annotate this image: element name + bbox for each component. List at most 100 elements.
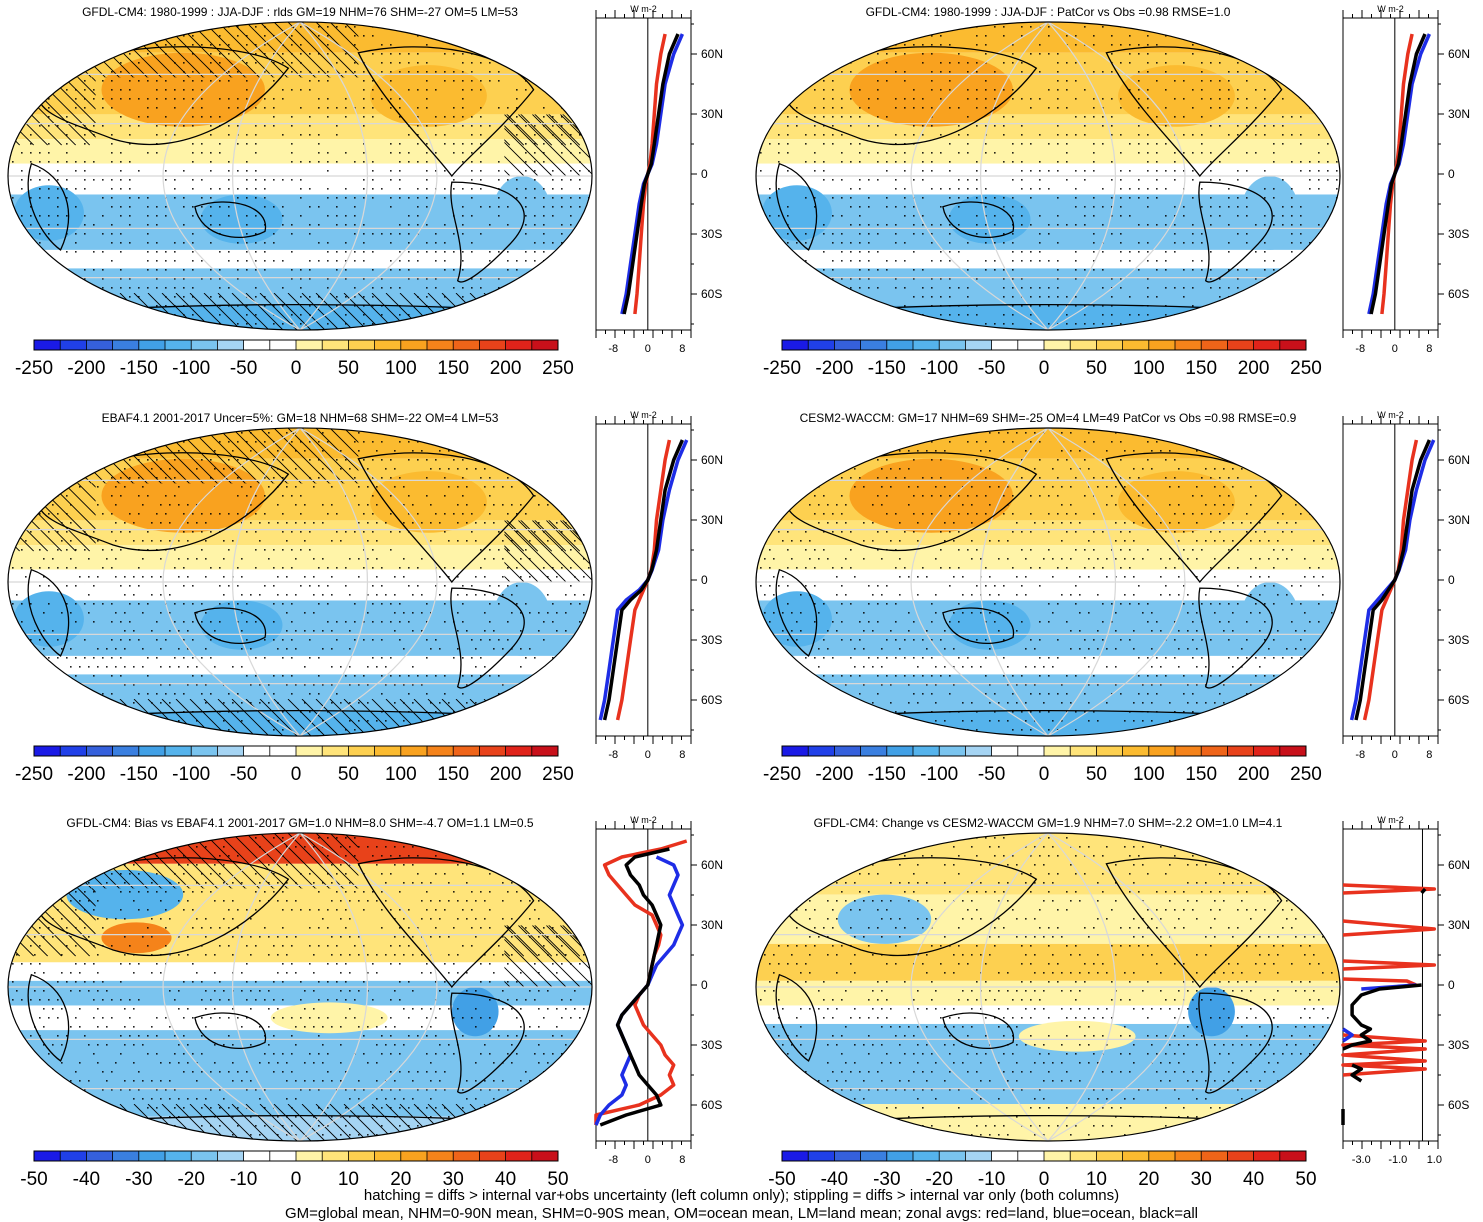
zonal-x-tick-label: 8 (1426, 343, 1432, 355)
colorbar-swatch (1148, 746, 1176, 756)
colorbar-tick-label: -10 (230, 1169, 257, 1190)
colorbar-swatch (322, 1151, 349, 1161)
colorbar-swatch (296, 340, 323, 350)
map-border (7, 21, 593, 331)
colorbar-tick-label: 200 (1238, 358, 1270, 379)
colorbar-swatch (531, 1151, 559, 1161)
colorbar-tick-label: -150 (120, 764, 158, 785)
colorbar-tick-label: 10 (338, 1169, 359, 1190)
zonal-lat-tick-label: 30N (701, 107, 723, 121)
colorbar-swatch (939, 1151, 966, 1161)
colorbar-swatch (453, 1151, 480, 1161)
coastline-4 (1105, 46, 1283, 178)
colorbar-swatch (860, 746, 888, 756)
colorbar-swatch (374, 1151, 402, 1161)
colorbar-tick-label: 50 (338, 358, 359, 379)
zonal-series-land (1341, 883, 1437, 1077)
zonal-lat-tick-label: 60S (1448, 287, 1469, 301)
coastline-4 (1105, 857, 1283, 989)
zonal-lat-tick-label: 0 (1448, 167, 1455, 181)
colorbar-tick-label: -150 (120, 358, 158, 379)
colorbar-swatch (1279, 746, 1307, 756)
coastline-5 (450, 587, 525, 689)
coastline-1 (35, 46, 290, 146)
zonal-series-land (633, 33, 667, 315)
colorbar-swatch (1201, 1151, 1228, 1161)
zonal-series-land (1362, 439, 1419, 721)
colorbar-swatch (834, 340, 861, 350)
colorbar-swatch (834, 746, 861, 756)
colorbar-swatch (1017, 1151, 1045, 1161)
colorbar-swatch (165, 746, 192, 756)
zonal-lat-tick-label: 60N (701, 858, 723, 872)
colorbar-swatch (991, 746, 1019, 756)
colorbar-swatch (269, 746, 297, 756)
panel-title-3: EBAF4.1 2001-2017 Uncer=5%: GM=18 NHM=68… (102, 411, 499, 425)
colorbar-swatch (1175, 746, 1202, 756)
colorbar-tick-label: 30 (1191, 1169, 1212, 1190)
colorbar-tick-label: -100 (920, 358, 958, 379)
colorbar-swatch (1227, 340, 1254, 350)
colorbar-tick-label: -100 (920, 764, 958, 785)
coastline-2 (27, 162, 70, 251)
coastline-4 (1105, 452, 1283, 584)
colorbar-swatch (322, 340, 349, 350)
colorbar-swatch (991, 340, 1019, 350)
zonal-lat-tick-label: 60N (701, 47, 723, 61)
colorbar-swatch (34, 746, 61, 756)
colorbar-swatch (531, 340, 559, 350)
zonal-unit-label: W m-2 (630, 815, 657, 825)
zonal-lat-tick-label: 30S (701, 1038, 722, 1052)
colorbar-tick-label: -200 (67, 764, 105, 785)
colorbar-tick-label: -200 (67, 358, 105, 379)
zonal-lat-tick-label: 60S (1448, 693, 1469, 707)
colorbar-swatch (991, 1151, 1019, 1161)
colorbar-4: -250 -200 -150 -100 -50 0 50 100 150 200 250 (763, 745, 1322, 785)
zonal-lat-tick-label: 30S (1448, 1038, 1469, 1052)
colorbar-tick-label: 50 (1086, 358, 1107, 379)
zonal-x-tick-label: 8 (679, 343, 685, 355)
colorbar-swatch (1070, 746, 1097, 756)
coastline-1 (783, 452, 1038, 552)
colorbar-swatch (834, 1151, 861, 1161)
colorbar-swatch (322, 746, 349, 756)
zonal-x-tick-label: -8 (1355, 343, 1365, 355)
colorbar-swatch (400, 340, 428, 350)
colorbar-swatch (427, 1151, 454, 1161)
colorbar-tick-label: 20 (1138, 1169, 1159, 1190)
zonal-panel-1: W m-2 -8 0 8 60N 30N 0 30S 60S (595, 4, 723, 355)
colorbar-tick-label: 200 (490, 358, 522, 379)
zonal-lat-tick-label: 60S (1448, 1098, 1469, 1112)
colorbar-tick-label: -50 (230, 358, 257, 379)
zonal-series-ocean (594, 855, 685, 1126)
colorbar-swatch (1017, 746, 1045, 756)
colorbar-tick-label: 0 (1039, 764, 1050, 785)
zonal-lat-tick-label: 30N (1448, 513, 1470, 527)
colorbar-tick-label: 10 (1086, 1169, 1107, 1190)
colorbar-tick-label: -250 (763, 764, 801, 785)
coastline-1 (783, 857, 1038, 957)
map-panel-4 (755, 427, 1341, 737)
zonal-lat-tick-label: 60S (701, 1098, 722, 1112)
colorbar-tick-label: 0 (291, 358, 302, 379)
colorbar-tick-label: 40 (1243, 1169, 1264, 1190)
colorbar-tick-label: 100 (385, 358, 417, 379)
zonal-lat-tick-label: 30S (1448, 227, 1469, 241)
colorbar-swatch (1253, 340, 1281, 350)
colorbar-swatch (479, 340, 506, 350)
zonal-panel-2: W m-2 -8 0 8 60N 30N 0 30S 60S (1342, 4, 1470, 355)
colorbar-tick-label: -250 (15, 764, 53, 785)
colorbar-tick-label: 100 (385, 764, 417, 785)
colorbar-swatch (1122, 340, 1150, 350)
footer-line-1: hatching = diffs > internal var+obs unce… (363, 1187, 1120, 1204)
colorbar-tick-label: -20 (925, 1169, 952, 1190)
zonal-x-tick-label: 0 (1392, 749, 1398, 761)
colorbar-tick-label: 250 (542, 764, 574, 785)
zonal-lat-tick-label: 30N (701, 918, 723, 932)
coastline-4 (357, 452, 535, 584)
zonal-unit-label: W m-2 (1377, 4, 1404, 14)
colorbar-swatch (1017, 340, 1045, 350)
colorbar-tick-label: 40 (495, 1169, 516, 1190)
zonal-series-all (599, 847, 670, 1127)
colorbar-swatch (34, 1151, 61, 1161)
